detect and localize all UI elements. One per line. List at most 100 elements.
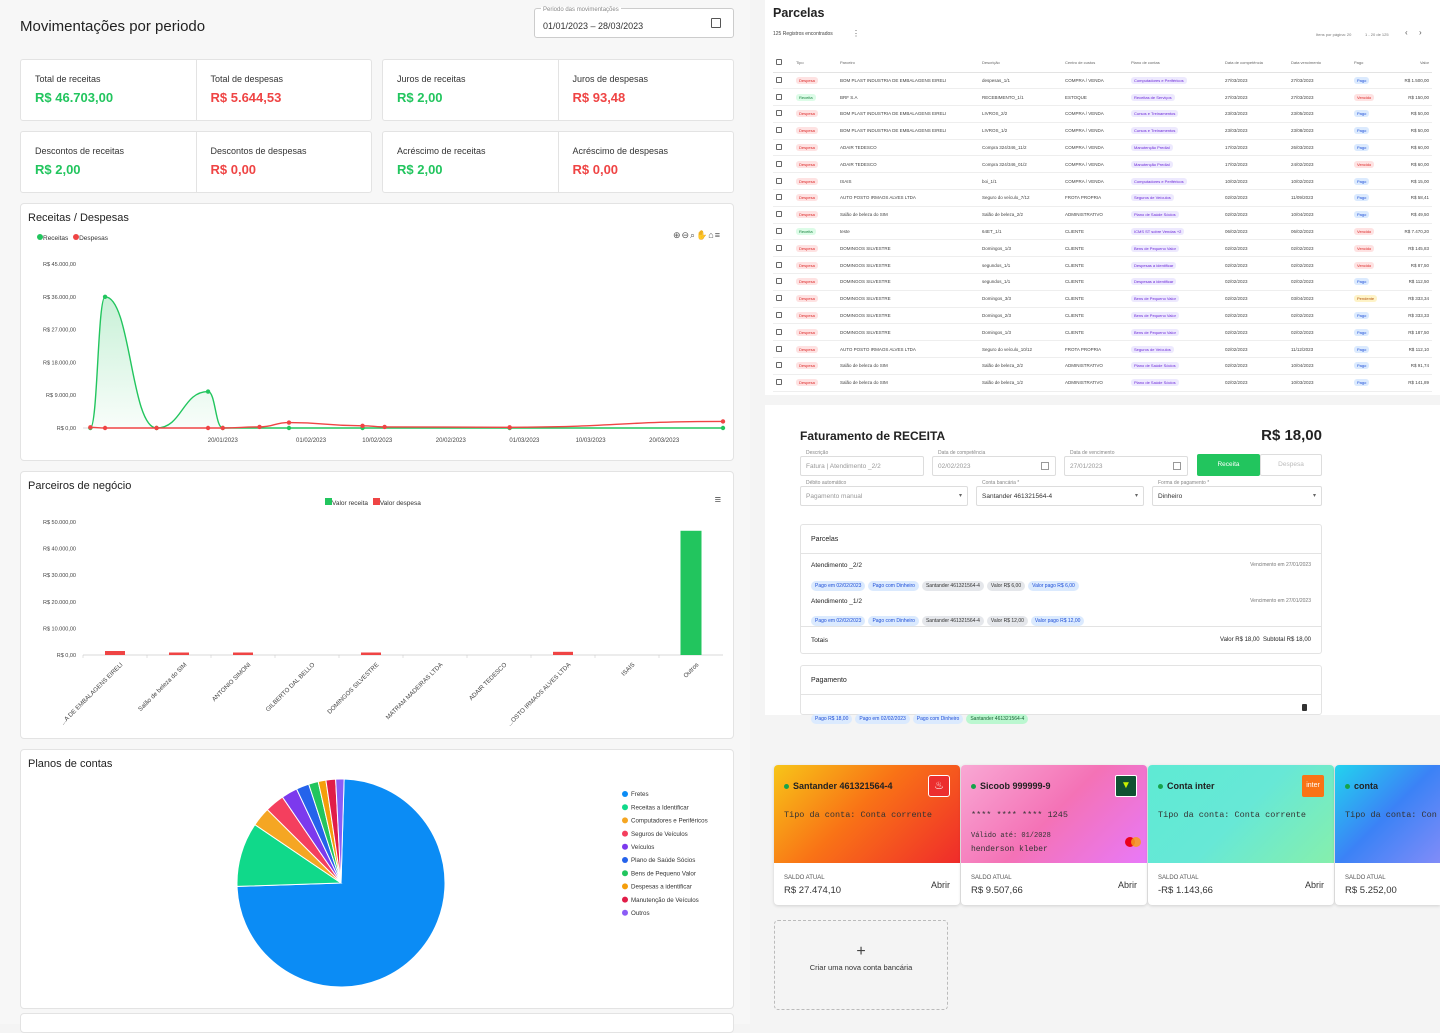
table-row[interactable]: Despesa DOMINGOS SILVESTRE segundos_1/1 CLI… (773, 256, 1432, 275)
col-parceiro[interactable]: Parceiro (837, 54, 979, 73)
table-row[interactable]: Despesa Salão de beleza do SIM Salão de be… (773, 206, 1432, 224)
calendar-icon[interactable] (1041, 462, 1049, 470)
menu-icon[interactable]: ≡ (714, 494, 721, 506)
row-checkbox[interactable] (776, 144, 782, 151)
abrir-button[interactable]: Abrir (930, 880, 950, 890)
row-checkbox[interactable] (776, 211, 782, 218)
row-checkbox[interactable] (776, 379, 782, 386)
row-checkbox[interactable] (776, 328, 782, 335)
col-pago[interactable]: Pago (1351, 54, 1391, 73)
legend-receita[interactable]: Valor receita (332, 500, 369, 507)
cell-parceiro: ISAIS (837, 172, 979, 191)
row-checkbox[interactable] (776, 93, 782, 100)
row-checkbox[interactable] (776, 345, 782, 352)
calendar-icon[interactable] (711, 18, 721, 28)
new-account-button[interactable]: + Criar uma nova conta bancária (774, 920, 948, 1010)
row-checkbox[interactable] (776, 110, 782, 117)
row-checkbox[interactable] (776, 194, 782, 201)
table-row[interactable]: Despesa AUTO POSTO IRMAOS ALVES LTDA Segur… (773, 340, 1432, 359)
forma-select[interactable]: Forma de pagamento * Dinheiro ▾ (1152, 480, 1322, 506)
cell-vencimento: 27/03/2023 (1288, 88, 1351, 107)
competencia-field[interactable]: Data de competência 02/02/2023 (932, 450, 1056, 476)
home-reset-icon[interactable]: ⌂ (708, 230, 715, 240)
cell-centro: FROTA PROPRIA (1062, 189, 1128, 207)
col-vencimento[interactable]: Data vencimento (1288, 54, 1351, 73)
table-row[interactable]: Despesa ADAIR TEDESCO Compra 324/346_11/2 C… (773, 139, 1432, 157)
table-row[interactable]: Despesa ISAIS boi_1/1 COMPRA / VENDA Computa… (773, 172, 1432, 191)
search-zoom-icon[interactable]: ⌕ (690, 230, 697, 240)
table-row[interactable]: Receita BRF S.A RECEBIMENTO_1/1 ESTOQUE Rece… (773, 88, 1432, 107)
row-checkbox[interactable] (776, 261, 782, 268)
table-row[interactable]: Despesa DOMINGOS SILVESTRE Domingos_3/3 CLI… (773, 290, 1432, 308)
table-row[interactable]: Despesa DOMINGOS SILVESTRE Domingos_1/3 CLI… (773, 323, 1432, 342)
col-tipo[interactable]: Tipo (793, 54, 837, 73)
legend-despesas[interactable]: Despesas (79, 235, 109, 242)
items-per-page[interactable]: Itens por página: 20 (1316, 32, 1352, 37)
row-checkbox[interactable] (776, 160, 782, 167)
menu-icon[interactable]: ≡ (714, 230, 721, 240)
legend-receitas[interactable]: Receitas (43, 235, 69, 242)
row-checkbox[interactable] (776, 177, 782, 184)
conta-select[interactable]: Conta bancária * Santander 461321564-4 ▾ (976, 480, 1144, 506)
legend-swatch-despesa (372, 498, 380, 505)
more-options-icon[interactable]: ⋮ (852, 29, 860, 38)
pago-badge: Pago (1354, 194, 1370, 202)
cell-competencia: 02/02/2023 (1222, 239, 1288, 258)
vencimento-field[interactable]: Data de vencimento 27/01/2023 (1064, 450, 1188, 476)
abrir-button[interactable]: Abrir (1304, 880, 1324, 890)
receita-toggle-button[interactable]: Receita (1197, 454, 1260, 476)
table-row[interactable]: Despesa DOMINGOS SILVESTRE segundos_1/1 CLI… (773, 273, 1432, 291)
zoom-in-icon[interactable]: ⊕ (672, 230, 682, 240)
chip: Pago em 02/02/2023 (811, 581, 866, 591)
select-all-checkbox[interactable] (776, 59, 782, 66)
descricao-field[interactable]: Descrição Fatura | Atendimento _2/2 (800, 450, 924, 476)
despesa-toggle-button[interactable]: Despesa (1260, 454, 1322, 476)
faturamento-total: R$ 18,00 (1261, 427, 1322, 444)
table-row[interactable]: Despesa BOM PLAST INDUSTRIA DE EMBALAGENS… (773, 105, 1432, 123)
legend-despesa[interactable]: Valor despesa (379, 500, 421, 507)
table-row[interactable]: Despesa Salão de beleza do SIM Salão de be… (773, 374, 1432, 392)
row-checkbox[interactable] (776, 278, 782, 285)
cell-valor: R$ 333,33 (1391, 307, 1432, 325)
prev-page-icon[interactable]: ‹ (1405, 28, 1408, 37)
row-checkbox[interactable] (776, 76, 782, 83)
plano-badge: Despesas a identificar (1131, 278, 1177, 286)
debito-select[interactable]: Débito automático Pagamento manual ▾ (800, 480, 968, 506)
bank-card[interactable]: conta Tipo da conta: Con SALDO ATUAL R$ … (1335, 765, 1440, 905)
col-competencia[interactable]: Data de competência (1222, 54, 1288, 73)
trash-icon[interactable] (1302, 704, 1307, 711)
table-row[interactable]: Despesa DOMINGOS SILVESTRE Domingos_1/3 CLI… (773, 239, 1432, 258)
table-row[interactable]: Despesa BOM PLAST INDUSTRIA DE EMBALAGENS… (773, 72, 1432, 90)
col-valor[interactable]: Valor (1391, 54, 1432, 73)
table-row[interactable]: Receita teste 64ET_1/1 CLIENTE ICMS ST sobre… (773, 223, 1432, 241)
calendar-icon[interactable] (1173, 462, 1181, 470)
row-checkbox[interactable] (776, 362, 782, 369)
card-tipo: Tipo da conta: Conta corrente (1158, 810, 1306, 820)
bank-card[interactable]: Conta inter inter Tipo da conta: Conta c… (1148, 765, 1334, 905)
row-checkbox[interactable] (776, 244, 782, 251)
row-checkbox[interactable] (776, 312, 782, 319)
plano-badge: Bens de Pequeno Valor (1131, 328, 1179, 336)
cell-competencia: 17/02/2023 (1222, 139, 1288, 157)
col-plano[interactable]: Plano de contas (1128, 54, 1222, 73)
col-centro[interactable]: Centro de custos (1062, 54, 1128, 73)
next-page-icon[interactable]: › (1419, 28, 1422, 37)
bank-card[interactable]: Sicoob 999999-9 ▼ **** **** **** 1245 Vá… (961, 765, 1147, 905)
bank-card[interactable]: Santander 461321564-4 ♨ Tipo da conta: C… (774, 765, 960, 905)
table-row[interactable]: Despesa BOM PLAST INDUSTRIA DE EMBALAGENS… (773, 122, 1432, 140)
period-date-field[interactable]: Periodo das movimentações 01/01/2023 – 2… (534, 7, 734, 38)
col-descricao[interactable]: Descrição (979, 54, 1062, 73)
saldo-label: SALDO ATUAL (1158, 875, 1199, 881)
zoom-out-icon[interactable]: ⊖ (681, 230, 691, 240)
table-row[interactable]: Despesa DOMINGOS SILVESTRE Domingos_2/3 CLI… (773, 307, 1432, 325)
row-checkbox[interactable] (776, 228, 782, 235)
table-row[interactable]: Despesa Salão de beleza do SIM Salão de be… (773, 357, 1432, 375)
row-checkbox[interactable] (776, 127, 782, 134)
table-row[interactable]: Despesa ADAIR TEDESCO Compra 324/346_01/2 C… (773, 155, 1432, 174)
cell-vencimento: 02/02/2023 (1288, 307, 1351, 325)
table-row[interactable]: Despesa AUTO POSTO IRMAOS ALVES LTDA Segur… (773, 189, 1432, 207)
y-tick-label: R$ 36.000,00 (43, 295, 76, 301)
pan-hand-icon[interactable]: ✋ (696, 230, 709, 240)
abrir-button[interactable]: Abrir (1117, 880, 1137, 890)
row-checkbox[interactable] (776, 295, 782, 302)
